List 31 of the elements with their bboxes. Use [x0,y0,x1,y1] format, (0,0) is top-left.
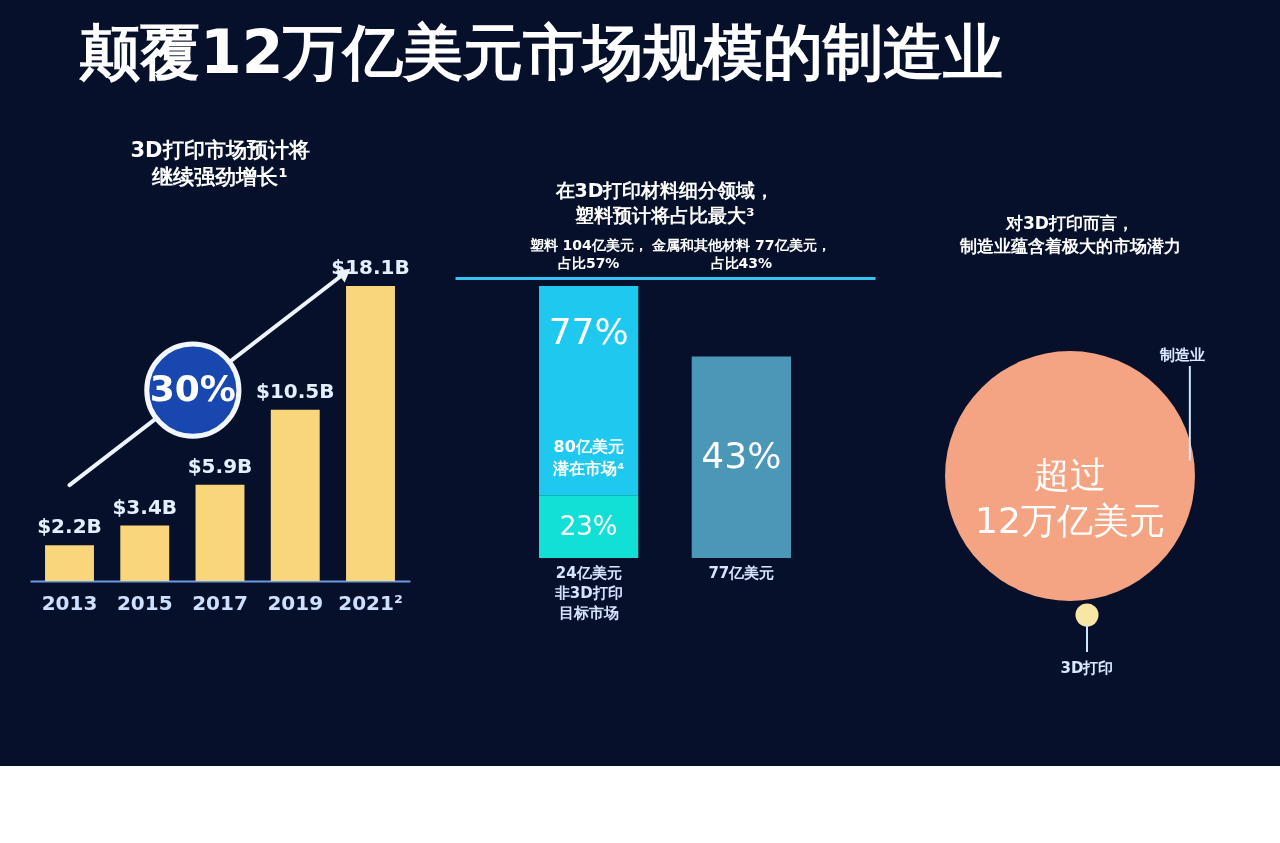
bar [346,286,395,581]
bar [120,525,170,581]
x-tick-label: 2021² [338,590,403,615]
text: 颠覆12万亿美元市场规模的制造业 [78,17,1004,87]
text: 超过12万亿美元 [975,454,1165,541]
bar [195,484,245,581]
annotation: 30% [149,368,236,410]
data-label: $18.1B [331,255,410,279]
annotation: 23% [559,510,618,541]
annotation: 77% [548,311,629,352]
data-label: $3.4B [112,494,178,519]
x-tick-label: 2017 [192,590,248,615]
x-tick-label: 金属和其他材料 77亿美元，占比43% [651,236,831,271]
category-label: 制造业 [1159,345,1206,364]
x-tick-label: 2015 [116,590,173,615]
chart-title: 3D打印市场预计将继续强劲增长¹ [130,138,310,189]
text: 对3D打印而言，制造业蕴含着极大的市场潜力 [958,213,1181,256]
chart-title: 在3D打印材料细分领域，塑料预计将占比最大³ [554,179,775,226]
data-label: 80亿美元潜在市场⁴ [552,437,625,479]
bar [270,409,320,581]
data-label: $5.9B [187,453,253,478]
data-label: 77亿美元 [708,564,775,582]
category-label: 3D打印 [1060,659,1114,677]
x-tick-label: 2019 [267,590,324,615]
data-label: $2.2B [37,514,102,539]
x-tick-label: 塑料 104亿美元，占比57% [528,236,648,271]
annotation: 43% [701,435,782,477]
data-label: $10.5B [255,378,335,403]
x-tick-label: 2013 [41,590,98,615]
bar [45,545,94,581]
data-label: 24亿美元非3D打印目标市场 [553,564,623,622]
